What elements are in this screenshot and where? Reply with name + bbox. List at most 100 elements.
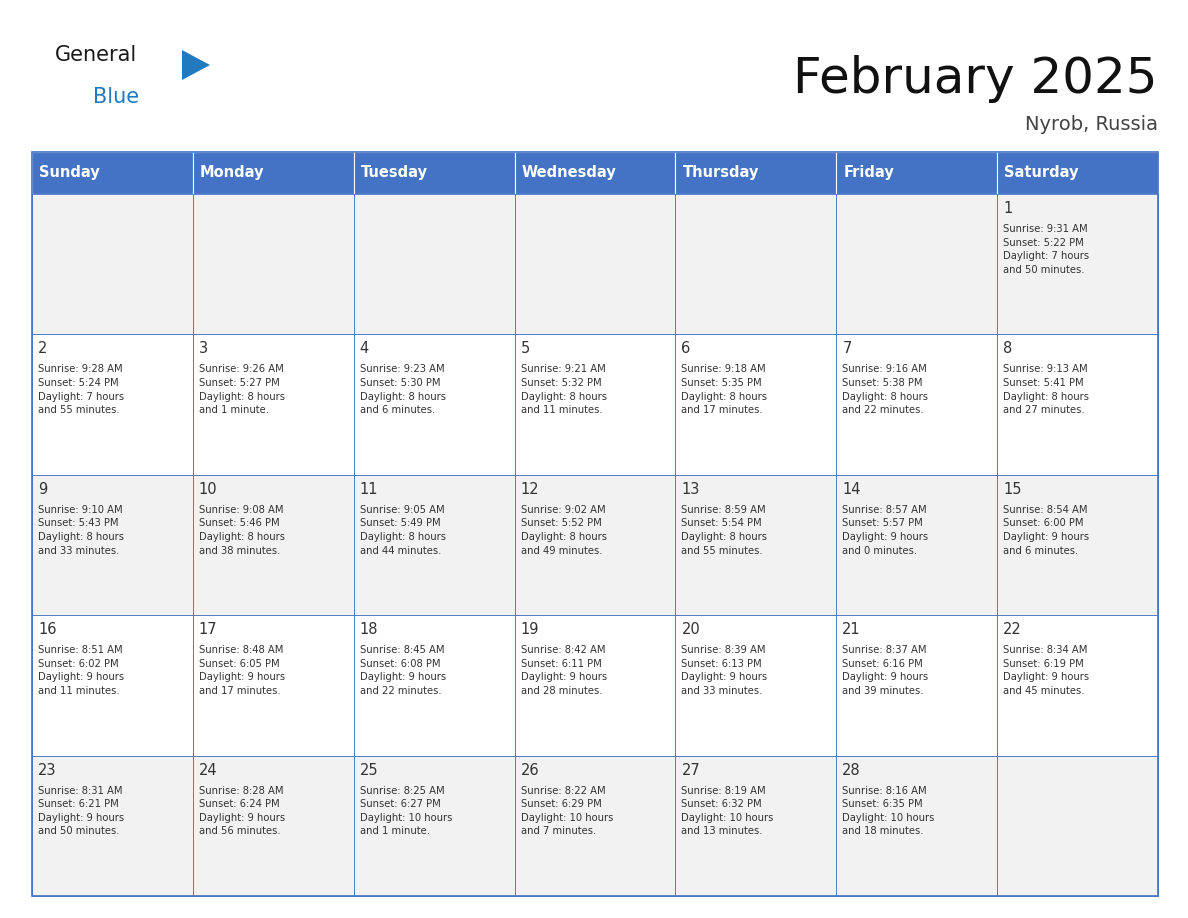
Text: Sunrise: 8:51 AM
Sunset: 6:02 PM
Daylight: 9 hours
and 11 minutes.: Sunrise: 8:51 AM Sunset: 6:02 PM Dayligh… — [38, 645, 124, 696]
Text: Sunrise: 9:23 AM
Sunset: 5:30 PM
Daylight: 8 hours
and 6 minutes.: Sunrise: 9:23 AM Sunset: 5:30 PM Dayligh… — [360, 364, 446, 415]
Text: Sunrise: 9:31 AM
Sunset: 5:22 PM
Daylight: 7 hours
and 50 minutes.: Sunrise: 9:31 AM Sunset: 5:22 PM Dayligh… — [1003, 224, 1089, 274]
Bar — [32, 152, 192, 194]
Text: Sunrise: 8:57 AM
Sunset: 5:57 PM
Daylight: 9 hours
and 0 minutes.: Sunrise: 8:57 AM Sunset: 5:57 PM Dayligh… — [842, 505, 928, 555]
Text: Sunrise: 8:31 AM
Sunset: 6:21 PM
Daylight: 9 hours
and 50 minutes.: Sunrise: 8:31 AM Sunset: 6:21 PM Dayligh… — [38, 786, 124, 836]
Text: 26: 26 — [520, 763, 539, 778]
Text: 2: 2 — [38, 341, 48, 356]
Text: Sunrise: 9:13 AM
Sunset: 5:41 PM
Daylight: 8 hours
and 27 minutes.: Sunrise: 9:13 AM Sunset: 5:41 PM Dayligh… — [1003, 364, 1089, 415]
Bar — [514, 152, 676, 194]
Text: 11: 11 — [360, 482, 378, 497]
Bar — [514, 756, 676, 896]
Bar — [32, 334, 192, 475]
Bar — [676, 756, 836, 896]
Bar — [836, 152, 997, 194]
Bar — [32, 152, 1158, 896]
Text: 21: 21 — [842, 622, 861, 637]
Text: 9: 9 — [38, 482, 48, 497]
Text: 27: 27 — [682, 763, 700, 778]
Bar — [192, 194, 354, 334]
Text: 3: 3 — [198, 341, 208, 356]
Text: Sunrise: 8:28 AM
Sunset: 6:24 PM
Daylight: 9 hours
and 56 minutes.: Sunrise: 8:28 AM Sunset: 6:24 PM Dayligh… — [198, 786, 285, 836]
Bar — [192, 152, 354, 194]
Text: 16: 16 — [38, 622, 57, 637]
Text: General: General — [55, 45, 138, 65]
Bar — [514, 475, 676, 615]
Text: 25: 25 — [360, 763, 378, 778]
Text: Sunrise: 8:39 AM
Sunset: 6:13 PM
Daylight: 9 hours
and 33 minutes.: Sunrise: 8:39 AM Sunset: 6:13 PM Dayligh… — [682, 645, 767, 696]
Bar — [354, 152, 514, 194]
Text: Sunrise: 9:10 AM
Sunset: 5:43 PM
Daylight: 8 hours
and 33 minutes.: Sunrise: 9:10 AM Sunset: 5:43 PM Dayligh… — [38, 505, 124, 555]
Bar — [354, 475, 514, 615]
Text: Sunrise: 9:16 AM
Sunset: 5:38 PM
Daylight: 8 hours
and 22 minutes.: Sunrise: 9:16 AM Sunset: 5:38 PM Dayligh… — [842, 364, 928, 415]
Bar — [676, 334, 836, 475]
Text: Sunrise: 8:42 AM
Sunset: 6:11 PM
Daylight: 9 hours
and 28 minutes.: Sunrise: 8:42 AM Sunset: 6:11 PM Dayligh… — [520, 645, 607, 696]
Bar — [32, 194, 192, 334]
Text: 7: 7 — [842, 341, 852, 356]
Bar — [836, 615, 997, 756]
Text: Sunrise: 8:19 AM
Sunset: 6:32 PM
Daylight: 10 hours
and 13 minutes.: Sunrise: 8:19 AM Sunset: 6:32 PM Dayligh… — [682, 786, 773, 836]
Text: Sunrise: 8:22 AM
Sunset: 6:29 PM
Daylight: 10 hours
and 7 minutes.: Sunrise: 8:22 AM Sunset: 6:29 PM Dayligh… — [520, 786, 613, 836]
Text: 4: 4 — [360, 341, 369, 356]
Bar — [997, 194, 1158, 334]
Text: 6: 6 — [682, 341, 690, 356]
Text: Sunrise: 9:05 AM
Sunset: 5:49 PM
Daylight: 8 hours
and 44 minutes.: Sunrise: 9:05 AM Sunset: 5:49 PM Dayligh… — [360, 505, 446, 555]
Bar — [514, 615, 676, 756]
Text: 23: 23 — [38, 763, 57, 778]
Text: 5: 5 — [520, 341, 530, 356]
Text: Sunrise: 8:45 AM
Sunset: 6:08 PM
Daylight: 9 hours
and 22 minutes.: Sunrise: 8:45 AM Sunset: 6:08 PM Dayligh… — [360, 645, 446, 696]
Text: Sunrise: 8:25 AM
Sunset: 6:27 PM
Daylight: 10 hours
and 1 minute.: Sunrise: 8:25 AM Sunset: 6:27 PM Dayligh… — [360, 786, 453, 836]
Text: 10: 10 — [198, 482, 217, 497]
Polygon shape — [182, 50, 210, 80]
Bar — [676, 194, 836, 334]
Text: Tuesday: Tuesday — [361, 165, 428, 181]
Text: 18: 18 — [360, 622, 378, 637]
Bar — [32, 756, 192, 896]
Text: Sunrise: 8:34 AM
Sunset: 6:19 PM
Daylight: 9 hours
and 45 minutes.: Sunrise: 8:34 AM Sunset: 6:19 PM Dayligh… — [1003, 645, 1089, 696]
Bar — [192, 334, 354, 475]
Bar — [997, 152, 1158, 194]
Text: 14: 14 — [842, 482, 861, 497]
Bar — [192, 615, 354, 756]
Text: 8: 8 — [1003, 341, 1012, 356]
Bar — [32, 615, 192, 756]
Text: Sunrise: 9:08 AM
Sunset: 5:46 PM
Daylight: 8 hours
and 38 minutes.: Sunrise: 9:08 AM Sunset: 5:46 PM Dayligh… — [198, 505, 285, 555]
Text: Thursday: Thursday — [682, 165, 759, 181]
Text: Sunrise: 9:21 AM
Sunset: 5:32 PM
Daylight: 8 hours
and 11 minutes.: Sunrise: 9:21 AM Sunset: 5:32 PM Dayligh… — [520, 364, 607, 415]
Text: Sunrise: 9:02 AM
Sunset: 5:52 PM
Daylight: 8 hours
and 49 minutes.: Sunrise: 9:02 AM Sunset: 5:52 PM Dayligh… — [520, 505, 607, 555]
Bar — [997, 756, 1158, 896]
Text: Friday: Friday — [843, 165, 895, 181]
Bar — [676, 615, 836, 756]
Text: February 2025: February 2025 — [794, 55, 1158, 103]
Text: Sunrise: 8:59 AM
Sunset: 5:54 PM
Daylight: 8 hours
and 55 minutes.: Sunrise: 8:59 AM Sunset: 5:54 PM Dayligh… — [682, 505, 767, 555]
Bar — [836, 475, 997, 615]
Bar — [354, 756, 514, 896]
Text: 22: 22 — [1003, 622, 1022, 637]
Text: 19: 19 — [520, 622, 539, 637]
Text: Sunrise: 8:48 AM
Sunset: 6:05 PM
Daylight: 9 hours
and 17 minutes.: Sunrise: 8:48 AM Sunset: 6:05 PM Dayligh… — [198, 645, 285, 696]
Bar — [997, 615, 1158, 756]
Text: 1: 1 — [1003, 201, 1012, 216]
Text: 17: 17 — [198, 622, 217, 637]
Text: Sunday: Sunday — [39, 165, 100, 181]
Text: Sunrise: 9:18 AM
Sunset: 5:35 PM
Daylight: 8 hours
and 17 minutes.: Sunrise: 9:18 AM Sunset: 5:35 PM Dayligh… — [682, 364, 767, 415]
Text: 15: 15 — [1003, 482, 1022, 497]
Text: Nyrob, Russia: Nyrob, Russia — [1025, 115, 1158, 134]
Text: 28: 28 — [842, 763, 861, 778]
Text: Sunrise: 8:54 AM
Sunset: 6:00 PM
Daylight: 9 hours
and 6 minutes.: Sunrise: 8:54 AM Sunset: 6:00 PM Dayligh… — [1003, 505, 1089, 555]
Text: Wednesday: Wednesday — [522, 165, 617, 181]
Bar — [354, 334, 514, 475]
Text: Sunrise: 9:28 AM
Sunset: 5:24 PM
Daylight: 7 hours
and 55 minutes.: Sunrise: 9:28 AM Sunset: 5:24 PM Dayligh… — [38, 364, 124, 415]
Bar — [836, 756, 997, 896]
Text: 13: 13 — [682, 482, 700, 497]
Text: Sunrise: 8:37 AM
Sunset: 6:16 PM
Daylight: 9 hours
and 39 minutes.: Sunrise: 8:37 AM Sunset: 6:16 PM Dayligh… — [842, 645, 928, 696]
Bar — [354, 194, 514, 334]
Text: 12: 12 — [520, 482, 539, 497]
Bar — [997, 475, 1158, 615]
Text: Saturday: Saturday — [1004, 165, 1079, 181]
Bar — [836, 334, 997, 475]
Bar — [354, 615, 514, 756]
Bar — [514, 334, 676, 475]
Bar — [192, 756, 354, 896]
Bar — [192, 475, 354, 615]
Text: Monday: Monday — [200, 165, 265, 181]
